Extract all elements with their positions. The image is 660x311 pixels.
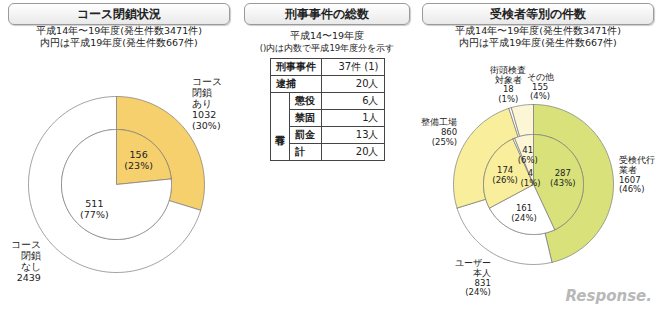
html-text:計: 計 [294,146,305,157]
html-text:内円は平成19年度(発生件数667件): 内円は平成19年度(発生件数667件) [459,37,617,48]
html-text:()内は内数で平成19年度分を示す: ()内は内数で平成19年度分を示す [259,43,395,53]
html-text:有罪: 有罪 [274,126,286,127]
html-text:受検者等別の件数: 受検者等別の件数 [490,7,586,21]
svg-text:整備工場860(25%): 整備工場860(25%) [421,117,457,147]
html-text:平成14年〜19年度(発生件数3471件): 平成14年〜19年度(発生件数3471件) [36,25,202,36]
svg-text:ユーザー本人831(24%): ユーザー本人831(24%) [455,258,491,297]
svg-text:その他155(4%): その他155(4%) [527,72,554,102]
svg-text:41(6%): 41(6%) [518,145,538,165]
svg-text:287(43%): 287(43%) [550,168,576,188]
html-text:逮捕: 逮捕 [275,78,296,89]
html-text:コース閉鎖状況: コース閉鎖状況 [77,7,161,21]
svg-text:街頭検査対象者18(1%): 街頭検査対象者18(1%) [490,65,526,104]
svg-text:156(23%): 156(23%) [124,149,153,171]
svg-text:174(26%): 174(26%) [492,165,518,185]
svg-text:511(77%): 511(77%) [80,198,109,220]
html-text:内円は平成19年度(発生件数667件): 内円は平成19年度(発生件数667件) [40,37,198,48]
html-text:禁固: 禁固 [294,112,315,123]
html-text:平成14〜19年度: 平成14〜19年度 [289,30,365,41]
html-text:懲役: 懲役 [294,95,315,106]
html-text:刑事事件: 刑事事件 [275,61,316,72]
html-text:刑事事件の総数: 刑事事件の総数 [285,7,369,21]
html-text:Response.: Response. [565,287,652,305]
svg-text:161(24%): 161(24%) [511,203,537,223]
svg-text:コース閉鎖あり1032(30%): コース閉鎖あり1032(30%) [192,76,222,131]
html-text:6人: 6人 [362,95,379,106]
html-text:13人: 13人 [355,129,379,140]
svg-text:受検代行業者1607(46%): 受検代行業者1607(46%) [619,155,655,194]
html-text:20人: 20人 [355,78,379,89]
svg-text:4(1%): 4(1%) [520,168,540,188]
html-text:20人: 20人 [355,146,379,157]
html-text:37件 (1): 37件 (1) [338,61,379,72]
html-text:平成14年〜19年度(発生件数3471件): 平成14年〜19年度(発生件数3471件) [455,25,621,36]
svg-text:コース閉鎖なし2439: コース閉鎖なし2439 [11,239,41,283]
html-text:罰金: 罰金 [294,129,315,140]
html-text:1人: 1人 [362,112,379,123]
